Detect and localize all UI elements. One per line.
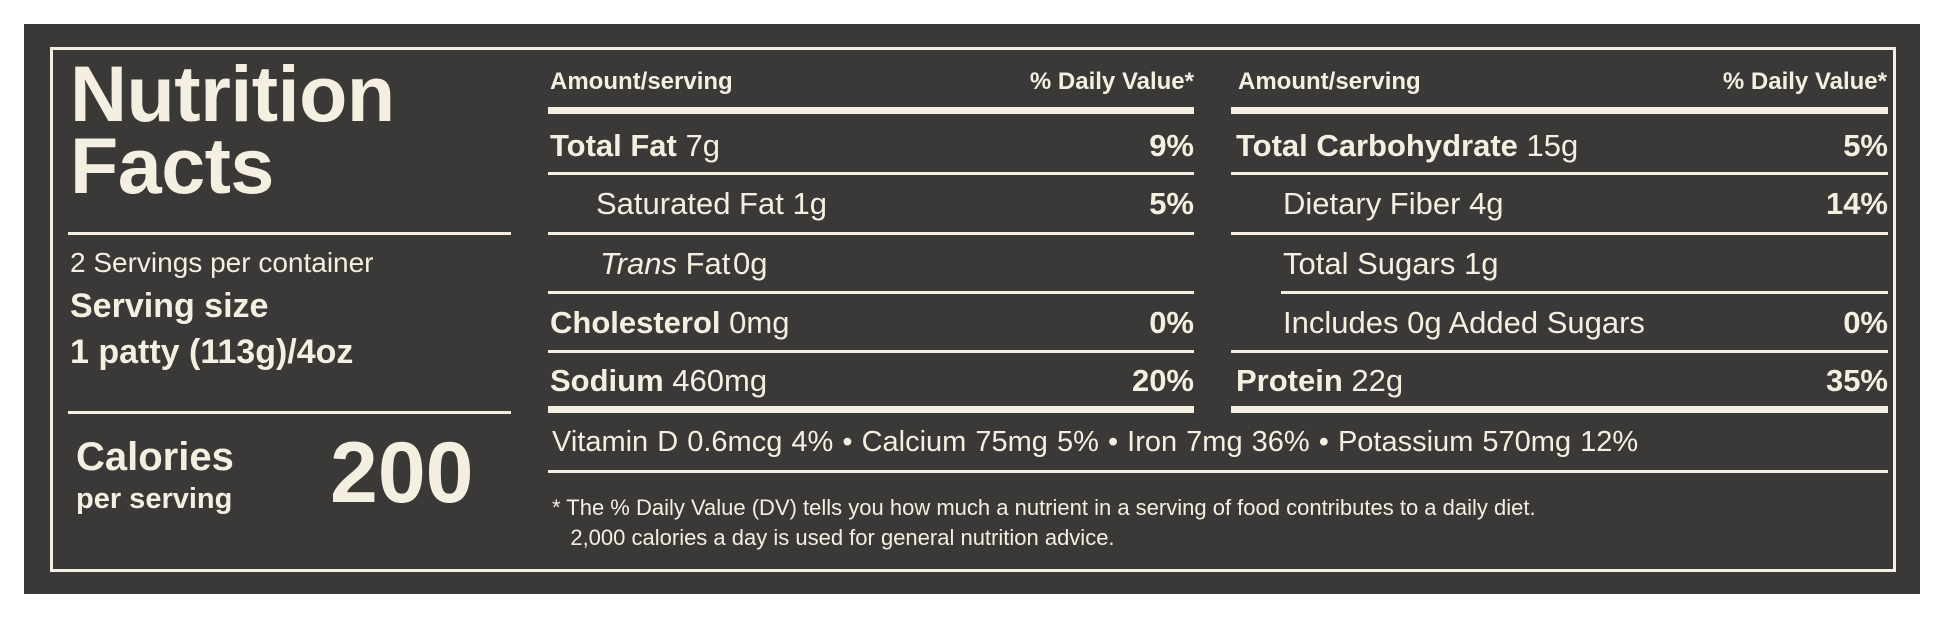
nutrient-name: Total Fat <box>550 128 677 163</box>
daily-value-footnote: * The % Daily Value (DV) tells you how m… <box>552 495 1536 550</box>
nutrient-amount: 7g <box>685 128 720 163</box>
calories-label: Calories <box>76 435 234 479</box>
nutrient-row-total-sugars: Total Sugars 1g <box>1283 246 1498 282</box>
nutrient-name: Total Carbohydrate <box>1236 128 1518 163</box>
nutrient-row-dietary-fiber: Dietary Fiber 4g <box>1283 186 1504 222</box>
nutrient-amount: 1g <box>1463 246 1499 281</box>
nutrient-dv: 14% <box>1825 186 1888 221</box>
nutrient-row-trans-fat: Trans Fat 0g <box>600 246 767 282</box>
nutrient-dv: 5% <box>1149 186 1194 221</box>
servings-per-container: 2 Servings per container <box>70 247 374 278</box>
nutrient-row-added-sugars: Includes 0g Added Sugars <box>1283 305 1645 341</box>
nutrition-label-frame <box>50 47 1896 572</box>
divider <box>1231 172 1888 175</box>
serving-size-value: 1 patty (113g)/4oz <box>70 333 354 371</box>
nutrient-dv: 9% <box>1149 128 1194 163</box>
thick-divider <box>1231 107 1888 114</box>
calories-sublabel: per serving <box>76 483 233 515</box>
title-line-nutrition: Nutrition <box>70 49 395 138</box>
nutrient-name-italic: Trans <box>600 246 677 281</box>
nutrient-dv: 0% <box>1843 305 1888 340</box>
divider <box>548 291 1194 294</box>
nutrient-name: Includes 0g Added Sugars <box>1283 305 1645 340</box>
thick-divider <box>548 406 1194 413</box>
left-table-header-amount: Amount/serving <box>550 68 733 95</box>
nutrient-row-total-carbohydrate: Total Carbohydrate 15g <box>1236 128 1578 164</box>
nutrient-amount: 1g <box>792 186 827 221</box>
thick-divider <box>1231 406 1888 413</box>
nutrient-name: Sodium <box>550 363 664 398</box>
divider <box>1231 350 1888 353</box>
nutrient-name: Fat <box>685 246 731 281</box>
right-table-header-dv: % Daily Value* <box>1722 68 1887 95</box>
calories-value: 200 <box>330 425 474 521</box>
nutrient-row-saturated-fat: Saturated Fat 1g <box>596 186 827 222</box>
nutrient-amount: 15g <box>1526 128 1579 163</box>
nutrient-name: Dietary Fiber <box>1283 186 1461 221</box>
label-title: Nutrition Facts <box>70 54 395 205</box>
nutrient-row-sodium: Sodium 460mg <box>550 363 767 399</box>
nutrient-dv: 0% <box>1149 305 1194 340</box>
nutrient-name: Total Sugars <box>1283 246 1456 281</box>
serving-size-label: Serving size <box>70 287 269 325</box>
nutrient-row-cholesterol: Cholesterol 0mg <box>550 305 789 341</box>
nutrient-amount: 460mg <box>672 363 768 398</box>
nutrient-amount: 0g <box>733 246 768 281</box>
nutrient-row-total-fat: Total Fat 7g <box>550 128 720 164</box>
nutrient-row-protein: Protein 22g <box>1236 363 1403 399</box>
divider <box>1231 232 1888 235</box>
divider <box>68 411 511 414</box>
nutrient-dv: 5% <box>1843 128 1888 163</box>
thick-divider <box>548 107 1194 114</box>
nutrient-name: Saturated Fat <box>596 186 784 221</box>
nutrient-dv: 20% <box>1131 363 1194 398</box>
vitamins-minerals: Vitamin D 0.6mcg 4% • Calcium 75mg 5% • … <box>552 426 1639 458</box>
nutrient-amount: 0mg <box>729 305 790 340</box>
divider <box>68 232 511 235</box>
left-table-header-dv: % Daily Value* <box>1029 68 1194 95</box>
nutrient-name: Cholesterol <box>550 305 721 340</box>
right-table-header-amount: Amount/serving <box>1238 68 1421 95</box>
divider <box>548 172 1194 175</box>
divider <box>548 232 1194 235</box>
nutrition-label-panel <box>24 24 1920 594</box>
divider <box>548 350 1194 353</box>
divider-indented <box>1281 291 1888 294</box>
nutrient-dv: 35% <box>1825 363 1888 398</box>
nutrient-amount: 4g <box>1469 186 1504 221</box>
divider <box>548 470 1888 473</box>
nutrient-name: Protein <box>1236 363 1343 398</box>
title-line-facts: Facts <box>70 121 274 210</box>
nutrient-amount: 22g <box>1351 363 1404 398</box>
